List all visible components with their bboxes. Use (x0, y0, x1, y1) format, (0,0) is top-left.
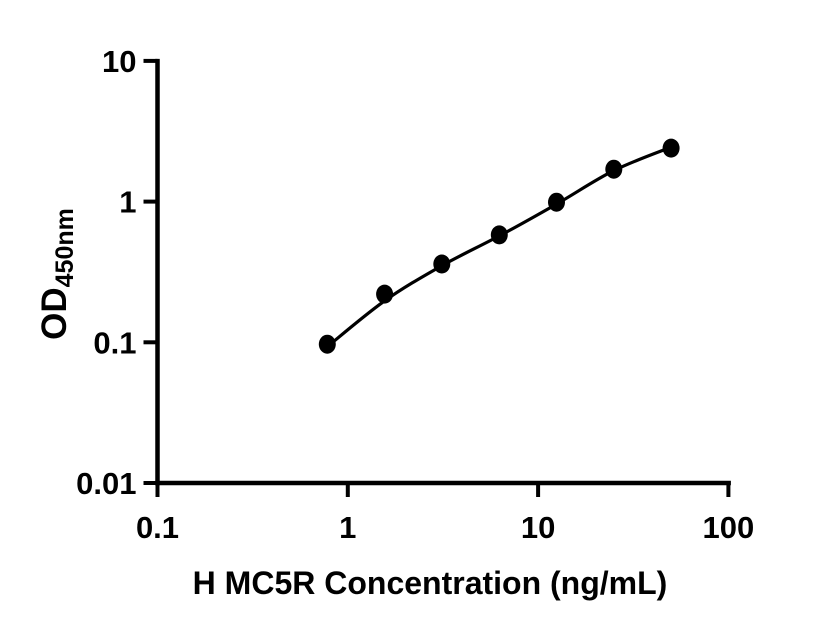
x-axis-title: H MC5R Concentration (ng/mL) (193, 565, 668, 601)
y-tick-label: 0.01 (76, 466, 136, 501)
data-point-marker (548, 192, 565, 212)
curve-layer (326, 145, 672, 348)
axes-layer (155, 58, 731, 486)
x-tick-label: 0.1 (136, 510, 179, 545)
x-tick-label: 10 (521, 510, 555, 545)
x-tick-label: 1 (339, 510, 356, 545)
tick-layer (143, 58, 731, 497)
x-tick-label: 100 (703, 510, 755, 545)
data-point-marker (433, 254, 451, 274)
y-axis-title: OD450nm (35, 208, 79, 340)
y-tick-label: 10 (102, 44, 136, 79)
fit-curve (326, 145, 672, 348)
data-point-marker (376, 284, 394, 304)
data-point-marker (318, 334, 336, 354)
y-axis-title-main: OD (35, 287, 74, 340)
y-tick-label: 0.1 (93, 325, 136, 360)
marker-layer (318, 138, 680, 354)
y-tick-label: 1 (119, 185, 136, 220)
y-axis-title-subscript: 450nm (51, 208, 79, 287)
data-point-marker (490, 225, 508, 245)
data-point-marker (662, 138, 680, 158)
data-point-marker (605, 159, 623, 179)
